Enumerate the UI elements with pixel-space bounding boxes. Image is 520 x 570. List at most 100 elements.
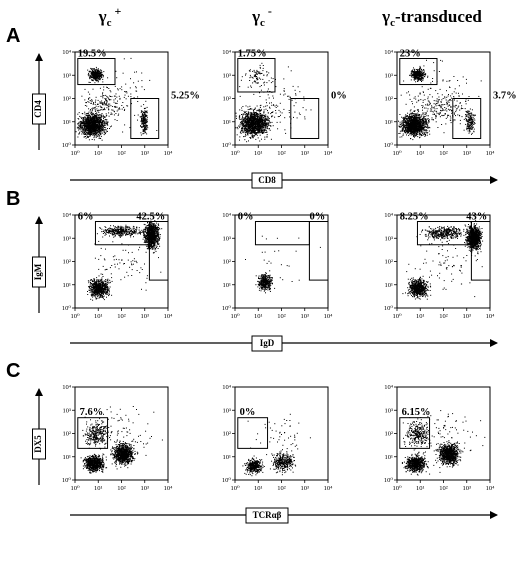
x-tick-label: 10⁰ [230,150,240,157]
y-tick-label: 10² [223,259,232,266]
y-tick-label: 10⁴ [222,384,232,391]
y-marker-label: IgM [33,263,43,280]
gate-region [470,221,491,281]
y-marker-box [32,428,46,460]
x-marker-label: IgD [260,338,275,348]
x-tick-label: 10¹ [94,485,103,492]
gate-percentage: 23% [400,49,421,60]
gate-percentage: 42.5% [136,212,165,223]
y-tick-label: 10⁰ [384,477,394,484]
gate-region [452,98,482,139]
x-tick-label: 10² [277,485,286,492]
event-dots [398,59,482,141]
gate-percentage: 8.25% [400,212,429,223]
x-tick-label: 10⁰ [70,313,80,320]
x-tick-label: 10⁴ [486,313,496,320]
x-tick-label: 10¹ [254,313,263,320]
y-tick-label: 10⁴ [62,49,72,56]
gate-region [254,221,310,246]
y-tick-label: 10⁴ [62,212,72,219]
event-dots [75,57,158,141]
event-dots [80,406,163,474]
event-dots [401,410,486,476]
x-tick-label: 10⁴ [164,150,174,157]
x-tick-label: 10³ [301,150,310,157]
y-tick-label: 10² [223,96,232,103]
x-tick-label: 10² [277,313,286,320]
gate-percentage: 3.7% [493,91,517,102]
y-tick-label: 10² [385,259,394,266]
y-marker-label: DX5 [33,435,43,453]
y-tick-label: 10⁴ [222,212,232,219]
gate-percentage: 6.15% [402,407,431,418]
x-tick-label: 10⁴ [486,150,496,157]
column-header-gamma-c-transduced: γc-transduced [381,7,482,29]
x-tick-label: 10⁴ [324,150,334,157]
x-marker-label: CD8 [258,175,276,185]
y-marker-label: CD4 [33,100,43,118]
column-header-gamma-c-positive: γc+ [98,4,122,29]
gate-region [308,221,329,281]
y-tick-label: 10⁰ [222,477,232,484]
x-tick-label: 10² [439,485,448,492]
y-tick-label: 10⁰ [384,305,394,312]
y-tick-label: 10² [63,431,72,438]
x-tick-label: 10¹ [416,313,425,320]
gate-region [399,417,431,449]
y-tick-label: 10⁰ [222,142,232,149]
event-dots [245,235,321,294]
y-tick-label: 10³ [385,407,394,414]
x-tick-label: 10² [117,485,126,492]
x-tick-label: 10⁰ [230,313,240,320]
gate-region [290,98,320,139]
gate-percentage: 43% [466,212,487,223]
event-dots [87,218,163,301]
x-tick-label: 10⁴ [164,485,174,492]
y-tick-label: 10⁴ [62,384,72,391]
x-marker-box [245,507,289,524]
gate-region [77,417,109,449]
panel-letter: B [6,188,20,210]
gate-region [237,417,269,449]
x-tick-label: 10⁴ [486,485,496,492]
x-tick-label: 10¹ [94,313,103,320]
y-tick-label: 10³ [223,235,232,242]
gate-percentage: 7.6% [80,407,104,418]
y-marker-box [32,256,46,288]
y-tick-label: 10⁴ [384,49,394,56]
x-marker-label: TCRαβ [253,510,282,520]
y-tick-label: 10² [385,431,394,438]
y-marker-box [32,93,46,125]
gate-percentage: 19.5% [78,49,107,60]
x-marker-box [251,172,283,189]
y-tick-label: 10¹ [223,454,232,461]
y-tick-label: 10³ [63,72,72,79]
x-tick-label: 10⁴ [324,485,334,492]
x-tick-label: 10³ [463,313,472,320]
gate-percentage: 5.25% [171,91,200,102]
gate-percentage: 1.75% [238,49,267,60]
y-tick-label: 10² [385,96,394,103]
x-tick-label: 10³ [301,485,310,492]
event-dots [402,219,484,300]
x-tick-label: 10³ [301,313,310,320]
x-tick-label: 10² [117,150,126,157]
x-tick-label: 10¹ [94,150,103,157]
gate-region [237,58,276,93]
x-tick-label: 10⁰ [392,485,402,492]
y-tick-label: 10¹ [223,119,232,126]
y-tick-label: 10¹ [63,454,72,461]
event-dots [235,62,312,143]
y-tick-label: 10³ [385,72,394,79]
y-tick-label: 10¹ [63,282,72,289]
panel-letter: C [6,360,20,382]
y-tick-label: 10³ [385,235,394,242]
y-tick-label: 10¹ [63,119,72,126]
x-tick-label: 10² [439,313,448,320]
gate-percentage: 6% [78,212,94,223]
y-tick-label: 10¹ [385,119,394,126]
